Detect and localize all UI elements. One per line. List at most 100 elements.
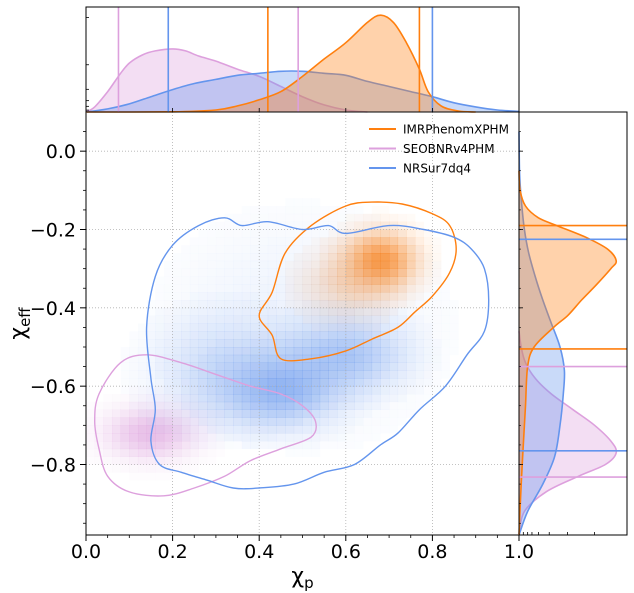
heatmap-cell (311, 268, 321, 277)
heatmap-cell (337, 253, 347, 262)
heatmap-cell (207, 245, 216, 253)
heatmap-cell (363, 315, 373, 324)
heatmap-cell (397, 354, 407, 363)
heatmap-cell (250, 307, 260, 316)
heatmap-cell (224, 401, 234, 410)
heatmap-cell (319, 253, 329, 262)
heatmap-cell (424, 253, 433, 261)
heatmap-cell (311, 370, 321, 379)
heatmap-cell (345, 253, 355, 262)
heatmap-cell (380, 253, 390, 262)
heatmap-cell (198, 347, 208, 356)
heatmap-cell (146, 362, 156, 371)
heatmap-cell (406, 378, 416, 387)
heatmap-cell (259, 315, 269, 324)
heatmap-cell (198, 300, 208, 309)
heatmap-cell (207, 354, 217, 363)
heatmap-cell (276, 409, 286, 418)
heatmap-cell (415, 378, 424, 386)
heatmap-cell (302, 409, 312, 418)
heatmap-cell (155, 339, 164, 347)
heatmap-cell (181, 245, 190, 253)
heatmap-cell (241, 331, 251, 340)
top-marginal-curves (85, 14, 520, 113)
heatmap-cell (146, 394, 156, 403)
heatmap-cell (190, 433, 199, 441)
heatmap-cell (302, 370, 312, 379)
heatmap-cell (207, 425, 217, 434)
heatmap-cell (233, 260, 243, 269)
heatmap-cell (267, 394, 277, 403)
heatmap-cell (345, 362, 355, 371)
heatmap-cell (380, 260, 390, 269)
heatmap-cell (276, 245, 286, 254)
heatmap-cell (215, 401, 225, 410)
heatmap-cell (225, 222, 234, 230)
heatmap-cell (189, 425, 199, 434)
heatmap-cell (415, 354, 425, 363)
heatmap-cell (121, 386, 130, 394)
heatmap-cell (163, 315, 173, 324)
heatmap-cell (199, 410, 208, 418)
y-tick-label: −0.8 (30, 455, 76, 477)
heatmap-cell (311, 315, 321, 324)
heatmap-cell (181, 433, 191, 442)
heatmap-cell (207, 307, 217, 316)
heatmap-cell (354, 214, 363, 222)
heatmap-cell (241, 362, 251, 371)
heatmap-cell (293, 323, 303, 332)
heatmap-cell (328, 315, 338, 324)
heatmap-cell (354, 245, 364, 254)
heatmap-cell (397, 339, 407, 348)
heatmap-cell (397, 331, 407, 340)
heatmap-cell (311, 307, 321, 316)
heatmap-cell (163, 347, 173, 356)
heatmap-cell (389, 268, 399, 277)
heatmap-cell (137, 425, 147, 434)
heatmap-cell (389, 394, 399, 403)
heatmap-cell (363, 276, 373, 285)
heatmap-cell (207, 315, 217, 324)
heatmap-cell (224, 245, 234, 254)
heatmap-cell (337, 245, 347, 254)
heatmap-cell (241, 347, 251, 356)
heatmap-cell (233, 347, 243, 356)
heatmap-cell (224, 315, 234, 324)
heatmap-cell (424, 363, 433, 371)
heatmap-cell (319, 260, 329, 269)
heatmap-cell (432, 269, 441, 277)
heatmap-cell (224, 362, 234, 371)
heatmap-cell (406, 386, 415, 394)
heatmap-cell (423, 339, 433, 348)
heatmap-cell (259, 307, 269, 316)
heatmap-cell (345, 245, 355, 254)
heatmap-cell (389, 245, 398, 253)
heatmap-cell (337, 276, 347, 285)
heatmap-cell (319, 284, 329, 293)
heatmap-cell (250, 386, 260, 395)
heatmap-cell (276, 292, 286, 301)
heatmap-cell (172, 433, 182, 442)
heatmap-cell (181, 300, 191, 309)
heatmap-cell (320, 433, 329, 441)
heatmap-cell (319, 268, 329, 277)
heatmap-cell (216, 222, 225, 230)
heatmap-cell (267, 229, 277, 238)
heatmap-cell (345, 362, 355, 371)
heatmap-cell (397, 284, 407, 293)
heatmap-cell (137, 409, 147, 418)
heatmap-cell (285, 323, 295, 332)
heatmap-cell (415, 362, 425, 371)
heatmap-cell (233, 401, 243, 410)
heatmap-cell (328, 323, 338, 332)
heatmap-cell (346, 441, 355, 449)
heatmap-cell (363, 253, 373, 262)
heatmap-cell (94, 401, 104, 410)
heatmap-cell (380, 230, 389, 238)
heatmap-cell (250, 300, 260, 309)
credible-contours (93, 201, 490, 497)
heatmap-cell (302, 417, 312, 426)
heatmap-cell (285, 284, 295, 293)
heatmap-cell (224, 401, 234, 410)
heatmap-cell (380, 284, 390, 293)
